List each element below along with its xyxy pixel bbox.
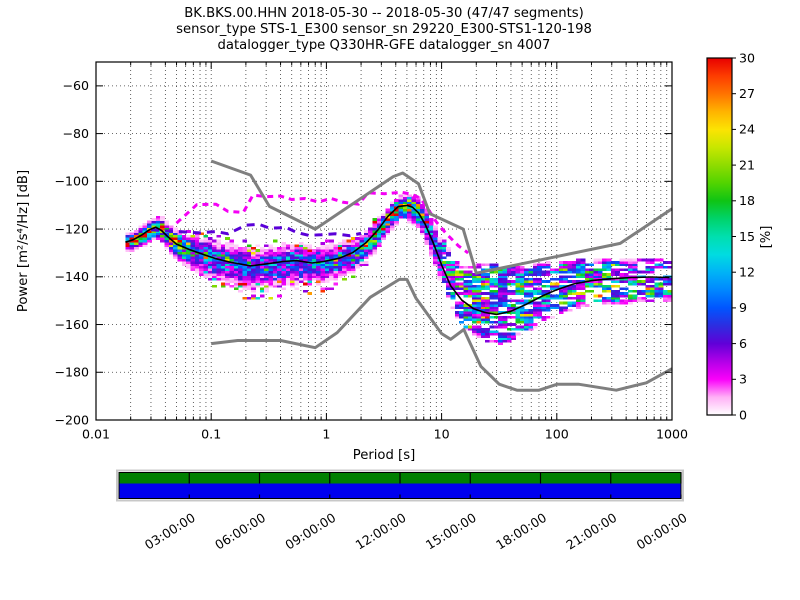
y-tick-label: −140: [54, 269, 89, 284]
colorbar-tick-label: 9: [739, 300, 747, 315]
y-tick-label: −160: [54, 317, 89, 332]
time-tick-label: 12:00:00: [353, 510, 409, 553]
colorbar: 0 3 6 9 12 15 18 21 24 27 30: [706, 50, 755, 422]
title-line-2: sensor_type STS-1_E300 sensor_sn 29220_E…: [176, 22, 592, 37]
colorbar-tick-label: 12: [739, 265, 755, 280]
time-tick-label: 06:00:00: [212, 510, 268, 553]
ppsd-histogram-cells: [125, 194, 672, 345]
colorbar-tick-label: 30: [739, 50, 755, 65]
y-tick-label: −100: [54, 174, 89, 189]
colorbar-tick-label: 27: [739, 86, 755, 101]
nlnm-line: [211, 277, 673, 392]
colorbar-label: [%]: [759, 226, 774, 249]
y-tick-label: −60: [62, 78, 89, 93]
time-tick-label: 03:00:00: [142, 510, 198, 553]
colorbar-tick-label: 0: [739, 407, 747, 422]
mode-curve-line: [125, 204, 670, 316]
y-axis-label: Power [m²/s⁴/Hz] [dB]: [16, 170, 31, 312]
colorbar-tick-label: 6: [739, 336, 747, 351]
y-tick-label: −80: [62, 126, 89, 141]
y-tick-label: −120: [54, 221, 89, 236]
colorbar-tick-label: 15: [739, 229, 755, 244]
purple-outlier: [150, 222, 362, 238]
colorbar-tick-label: 3: [739, 372, 747, 387]
peterson-noise-model-lines: [210, 159, 673, 392]
y-tick-label: −180: [54, 365, 89, 380]
time-coverage-bar: 03:00:00 06:00:00 09:00:00 12:00:00 15:00:00…: [116, 469, 690, 553]
x-axis-label: Period [s]: [353, 448, 415, 463]
title-block: BK.BKS.00.HHN 2018-05-30 -- 2018-05-30 (…: [176, 6, 592, 53]
x-tick-label: 10: [434, 427, 450, 442]
time-tick-label: 18:00:00: [493, 510, 549, 553]
x-tick-label: 0.01: [82, 427, 110, 442]
time-tick-label: 15:00:00: [423, 510, 479, 553]
y-tick-label: −200: [54, 412, 89, 427]
time-tick-label: 21:00:00: [563, 510, 619, 553]
title-line-3: datalogger_type Q330HR-GFE datalogger_sn…: [218, 38, 551, 53]
x-tick-label: 100: [545, 427, 569, 442]
x-tick-label: 1000: [656, 427, 688, 442]
colorbar-tick-label: 24: [739, 122, 755, 137]
time-tick-label: 00:00:00: [634, 510, 690, 553]
colorbar-tick-label: 21: [739, 157, 755, 172]
title-line-1: BK.BKS.00.HHN 2018-05-30 -- 2018-05-30 (…: [184, 6, 584, 21]
nhnm-line: [210, 159, 673, 275]
x-tick-label: 0.1: [201, 427, 221, 442]
x-tick-label: 1: [322, 427, 330, 442]
time-tick-label: 09:00:00: [282, 510, 338, 553]
colorbar-tick-label: 18: [739, 193, 755, 208]
axes-spines-and-ticks: 0.01 0.1 1 10 100 1000 −200 −180 −160 −140 −120 −10…: [54, 61, 688, 442]
